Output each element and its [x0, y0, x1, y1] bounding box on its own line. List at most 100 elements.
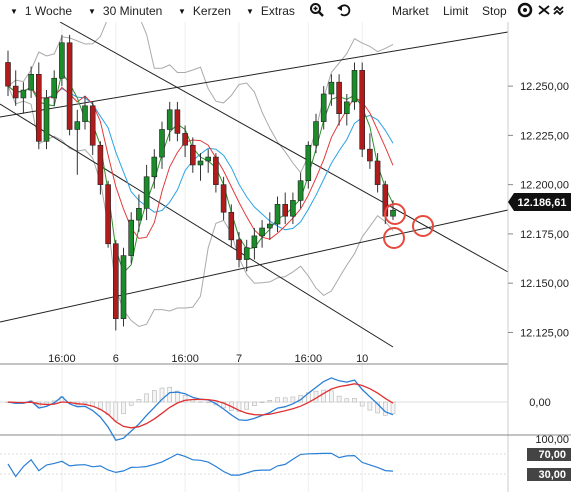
market-order-button[interactable]: Market [392, 4, 429, 18]
candle-body [74, 121, 81, 130]
bollinger-bands [7, 22, 394, 328]
macd-histogram-bar [128, 401, 134, 406]
interval-dropdown[interactable]: ▼ 30 Minuten [88, 3, 162, 19]
candle-body [89, 105, 96, 146]
macd-histogram-bar [321, 389, 327, 403]
macd-histogram-bar [175, 390, 180, 403]
candle-body [290, 200, 296, 217]
candle-body [12, 85, 19, 99]
extras-label: Extras [260, 4, 295, 18]
macd-histogram-bar [159, 387, 165, 403]
macd-histogram-bar [121, 401, 126, 415]
macd-histogram-bar [390, 401, 396, 415]
macd-histogram-bar [44, 401, 49, 405]
undo-icon[interactable] [336, 2, 352, 18]
trendline-lower-channel[interactable] [0, 209, 509, 323]
candle-body [59, 42, 65, 79]
candlestick-chart[interactable]: 12.250,00 12.225,00 12.200,00 12.175,00 12.1… [0, 22, 571, 492]
macd-histogram-bar [252, 401, 257, 406]
macd-histogram-bar [290, 396, 296, 403]
macd-histogram-bar [198, 401, 203, 403]
rsi-line [7, 452, 394, 478]
candle-body [151, 156, 158, 178]
x-tick-label: 16:00 [171, 353, 199, 365]
macd-histogram-bar [344, 398, 350, 403]
stop-order-button[interactable]: Stop [482, 4, 507, 18]
candle-body [166, 109, 173, 130]
candle-body [313, 121, 319, 146]
macd-histogram-bar [244, 401, 249, 410]
x-tick-label: 16:00 [295, 353, 323, 365]
price-axis: 12.250,00 12.225,00 12.200,00 12.175,00 12.1… [508, 81, 569, 339]
rsi-axis-label-30: 30,00 [538, 469, 566, 481]
candle-body [120, 255, 127, 319]
macd-histogram-bar [275, 397, 280, 403]
candle-body [266, 223, 273, 229]
chart-type-dropdown[interactable]: ▼ Kerzen [178, 3, 231, 19]
trendline-down-channel-upper[interactable] [59, 22, 509, 273]
trendline-down-channel-lower[interactable] [0, 103, 394, 348]
interval-label: 30 Minuten [102, 4, 163, 18]
candle-body [28, 73, 34, 91]
caret-down-icon: ▼ [178, 6, 186, 16]
candle-body [159, 129, 165, 158]
settings-icon[interactable] [517, 2, 565, 18]
candle-body [282, 204, 289, 217]
macd-histogram-bar [136, 399, 142, 403]
caret-down-icon: ▼ [246, 6, 254, 16]
rsi-panel: 100,00 70,00 30,00 [0, 434, 571, 481]
candle-body [213, 156, 219, 185]
macd-histogram-bar [152, 390, 157, 403]
highlight-circle [384, 203, 406, 225]
last-price-label: 12.186,61 [518, 197, 567, 209]
candle-body [128, 219, 134, 256]
bollinger-lower [7, 85, 394, 328]
highlight-circles [383, 203, 434, 249]
y-tick-label: 12.125,00 [520, 327, 569, 339]
macd-histogram-bar [367, 401, 373, 411]
y-tick-label: 12.175,00 [520, 229, 569, 241]
candle-body [43, 97, 50, 142]
macd-histogram-bar [144, 393, 149, 403]
candle-body [343, 101, 350, 115]
macd-histogram-bar [113, 401, 119, 421]
macd-signal-line [7, 383, 394, 429]
candle-body [243, 247, 250, 260]
zoom-in-icon[interactable] [309, 2, 325, 18]
candle-body [51, 77, 58, 99]
limit-order-button[interactable]: Limit [443, 4, 469, 18]
candle-body [374, 160, 381, 185]
range-dropdown[interactable]: ▼ 1 Woche [10, 3, 72, 19]
candles [5, 34, 396, 331]
macd-axis-label: 0,00 [529, 397, 550, 409]
candle-body [205, 156, 211, 162]
macd-panel: 0,00 [0, 377, 571, 441]
macd-histogram-bar [382, 401, 388, 416]
candle-body [197, 160, 204, 166]
bollinger-upper [7, 22, 394, 174]
candle-body [236, 239, 242, 260]
macd-histogram-bar [267, 400, 273, 403]
candle-body [351, 70, 358, 103]
rsi-level-tag-70 [527, 448, 571, 461]
candle-body [105, 184, 111, 245]
candle-body [305, 144, 312, 182]
candle-body [367, 148, 373, 162]
x-tick-label: 6 [113, 353, 119, 365]
candle-body [297, 180, 304, 201]
macd-histogram-bar [182, 395, 188, 403]
extras-dropdown[interactable]: ▼ Extras [246, 3, 295, 19]
rsi-level-tag-30 [527, 468, 571, 481]
x-tick-label: 7 [236, 353, 242, 365]
candle-body [174, 109, 181, 134]
candle-body [274, 204, 281, 225]
candle-body [20, 89, 27, 99]
x-tick-label: 16:00 [48, 353, 76, 365]
y-tick-label: 12.225,00 [520, 130, 569, 142]
macd-histogram-bar [352, 397, 357, 403]
candle-body [190, 144, 196, 166]
y-tick-label: 12.250,00 [520, 81, 569, 93]
candle-body [182, 133, 188, 146]
candle-body [259, 227, 265, 237]
candle-body [35, 73, 42, 142]
